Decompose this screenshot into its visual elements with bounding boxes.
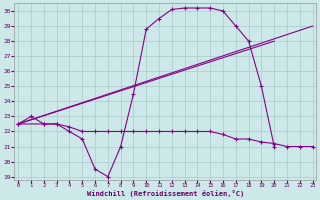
X-axis label: Windchill (Refroidissement éolien,°C): Windchill (Refroidissement éolien,°C) bbox=[87, 190, 244, 197]
